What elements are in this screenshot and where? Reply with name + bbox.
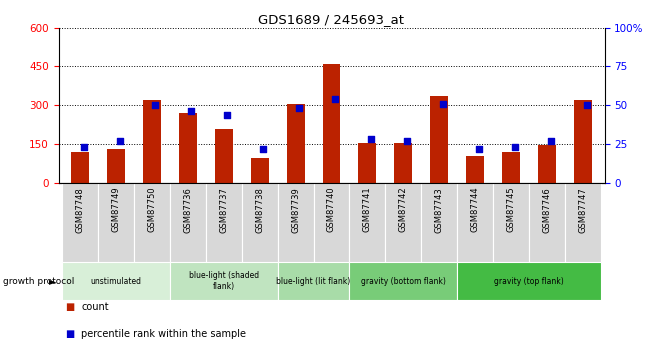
- Text: GSM87736: GSM87736: [183, 187, 192, 233]
- Bar: [538, 145, 556, 183]
- Text: GSM87749: GSM87749: [111, 187, 120, 233]
- Bar: [493, 183, 529, 262]
- Text: GSM87738: GSM87738: [255, 187, 264, 233]
- Bar: [385, 183, 421, 262]
- Bar: [350, 262, 457, 300]
- Bar: [430, 96, 448, 183]
- Point: [294, 106, 304, 111]
- Text: ►: ►: [49, 276, 57, 286]
- Point: [366, 137, 376, 142]
- Text: GSM87746: GSM87746: [543, 187, 552, 233]
- Bar: [574, 100, 592, 183]
- Bar: [350, 183, 385, 262]
- Bar: [98, 183, 134, 262]
- Bar: [170, 262, 278, 300]
- Text: GSM87740: GSM87740: [327, 187, 336, 233]
- Point: [258, 146, 268, 151]
- Point: [581, 102, 592, 108]
- Text: unstimulated: unstimulated: [90, 277, 142, 286]
- Text: GSM87750: GSM87750: [148, 187, 157, 233]
- Text: gravity (bottom flank): gravity (bottom flank): [361, 277, 446, 286]
- Bar: [206, 183, 242, 262]
- Text: GSM87748: GSM87748: [75, 187, 84, 233]
- Bar: [502, 152, 520, 183]
- Bar: [565, 183, 601, 262]
- Text: GSM87741: GSM87741: [363, 187, 372, 233]
- Bar: [313, 183, 350, 262]
- Text: GSM87744: GSM87744: [471, 187, 480, 233]
- Text: GSM87747: GSM87747: [578, 187, 588, 233]
- Title: GDS1689 / 245693_at: GDS1689 / 245693_at: [259, 13, 404, 27]
- Bar: [242, 183, 278, 262]
- Point: [186, 109, 196, 114]
- Text: blue-light (shaded
flank): blue-light (shaded flank): [188, 272, 259, 291]
- Bar: [62, 262, 170, 300]
- Text: GSM87739: GSM87739: [291, 187, 300, 233]
- Text: blue-light (lit flank): blue-light (lit flank): [276, 277, 350, 286]
- Bar: [529, 183, 565, 262]
- Bar: [143, 100, 161, 183]
- Bar: [71, 152, 89, 183]
- Bar: [395, 143, 412, 183]
- Text: ■: ■: [65, 302, 74, 312]
- Bar: [278, 262, 350, 300]
- Point: [510, 144, 520, 150]
- Bar: [278, 183, 313, 262]
- Bar: [287, 104, 305, 183]
- Bar: [214, 128, 233, 183]
- Point: [545, 138, 556, 144]
- Point: [474, 146, 484, 151]
- Text: GSM87737: GSM87737: [219, 187, 228, 233]
- Bar: [62, 183, 98, 262]
- Bar: [170, 183, 206, 262]
- Point: [330, 96, 341, 102]
- Point: [79, 144, 89, 150]
- Point: [150, 102, 161, 108]
- Text: gravity (top flank): gravity (top flank): [494, 277, 564, 286]
- Point: [437, 101, 448, 106]
- Bar: [466, 156, 484, 183]
- Bar: [134, 183, 170, 262]
- Bar: [251, 158, 268, 183]
- Bar: [179, 113, 197, 183]
- Text: GSM87742: GSM87742: [399, 187, 408, 233]
- Bar: [421, 183, 457, 262]
- Text: growth protocol: growth protocol: [3, 277, 75, 286]
- Text: ■: ■: [65, 329, 74, 339]
- Text: GSM87743: GSM87743: [435, 187, 444, 233]
- Bar: [322, 64, 341, 183]
- Point: [402, 138, 412, 144]
- Point: [114, 138, 125, 144]
- Text: percentile rank within the sample: percentile rank within the sample: [81, 329, 246, 339]
- Text: count: count: [81, 302, 109, 312]
- Text: GSM87745: GSM87745: [506, 187, 515, 233]
- Bar: [457, 262, 601, 300]
- Bar: [107, 149, 125, 183]
- Bar: [457, 183, 493, 262]
- Point: [222, 112, 233, 117]
- Bar: [358, 143, 376, 183]
